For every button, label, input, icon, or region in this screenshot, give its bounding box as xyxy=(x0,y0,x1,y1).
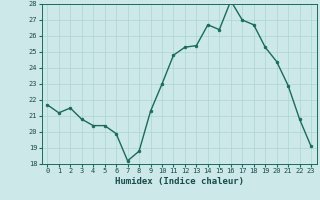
X-axis label: Humidex (Indice chaleur): Humidex (Indice chaleur) xyxy=(115,177,244,186)
